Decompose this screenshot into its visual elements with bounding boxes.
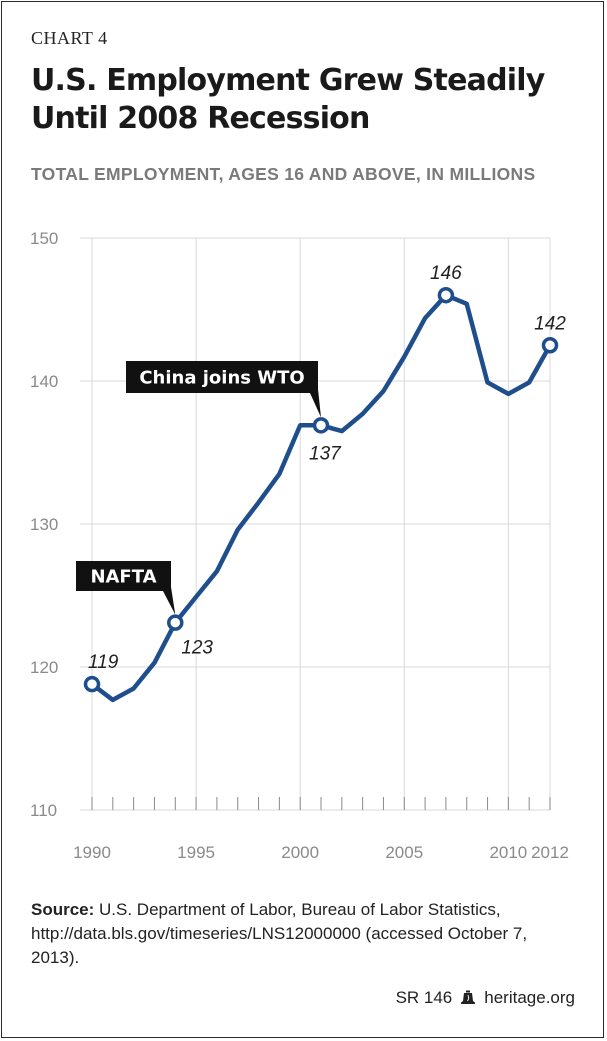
x-tick-label: 2012 bbox=[531, 843, 569, 862]
x-tick-label: 2005 bbox=[385, 843, 423, 862]
y-tick-label: 130 bbox=[30, 515, 58, 534]
callout-pointer bbox=[163, 587, 176, 615]
site-name: heritage.org bbox=[484, 988, 575, 1007]
source-label: Source: bbox=[31, 900, 95, 919]
y-tick-label: 110 bbox=[30, 801, 57, 820]
footer: SR 146 heritage.org bbox=[396, 988, 575, 1008]
x-tick-label: 2000 bbox=[281, 843, 319, 862]
x-tick-label: 1995 bbox=[177, 843, 215, 862]
source-text: U.S. Department of Labor, Bureau of Labo… bbox=[31, 900, 528, 967]
data-label: 137 bbox=[309, 443, 342, 464]
liberty-bell-icon bbox=[461, 990, 476, 1004]
callout-label: China joins WTO bbox=[139, 368, 304, 389]
chart-subtitle: TOTAL EMPLOYMENT, AGES 16 AND ABOVE, IN … bbox=[31, 164, 536, 184]
data-point-marker bbox=[83, 675, 101, 693]
data-point-marker bbox=[437, 286, 455, 304]
data-point-marker bbox=[167, 614, 184, 631]
data-label: 146 bbox=[430, 263, 462, 284]
callout-label: NAFTA bbox=[90, 567, 156, 588]
y-tick-label: 140 bbox=[30, 372, 58, 391]
report-id: SR 146 bbox=[395, 988, 453, 1007]
callout-box bbox=[126, 361, 318, 393]
data-label: 142 bbox=[534, 313, 566, 334]
x-tick-label: 2010 bbox=[489, 843, 527, 862]
data-point-marker bbox=[541, 337, 559, 354]
source-note: Source: U.S. Department of Labor, Bureau… bbox=[31, 898, 576, 970]
callout-box bbox=[76, 561, 171, 591]
data-label: 119 bbox=[88, 652, 119, 673]
series-line bbox=[89, 292, 553, 703]
x-tick-label: 1990 bbox=[73, 843, 111, 862]
data-point-marker bbox=[312, 417, 330, 434]
data-label: 123 bbox=[181, 638, 213, 659]
y-tick-label: 120 bbox=[30, 658, 58, 677]
y-tick-label: 150 bbox=[30, 229, 58, 248]
callout-pointer bbox=[310, 389, 321, 418]
line-chart: 110 120 130 140 150 1990 1995 2000 2005 2010 2012 N… bbox=[30, 229, 569, 862]
chart-title: U.S. Employment Grew Steadily Until 2008… bbox=[31, 63, 545, 136]
chart-number: CHART 4 bbox=[31, 28, 108, 48]
